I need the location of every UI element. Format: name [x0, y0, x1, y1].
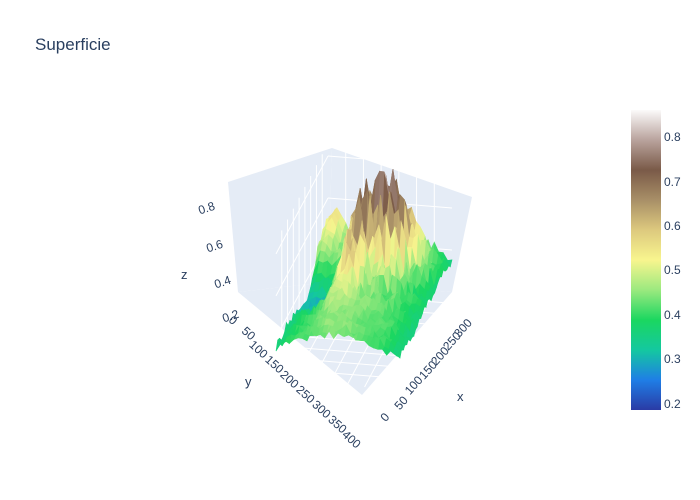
- colorbar-tick: 0.6: [664, 219, 681, 233]
- colorbar-tick: 0.8: [664, 130, 681, 144]
- colorbar-tick: 0.7: [664, 175, 681, 189]
- chart-title: Superficie: [35, 35, 111, 54]
- x-tick: 0: [377, 410, 392, 425]
- surface-patch: [275, 339, 283, 352]
- z-axis-label: z: [181, 267, 188, 282]
- colorbar-tick: 0.3: [664, 352, 681, 366]
- grid-line: [275, 197, 329, 297]
- y-axis-label: y: [245, 374, 252, 389]
- grid-line: [275, 155, 329, 255]
- back-wall-y: [228, 148, 332, 292]
- colorbar-tick: 0.2: [664, 397, 681, 411]
- x-tick: 50: [391, 393, 411, 413]
- surface-mesh[interactable]: [275, 168, 453, 359]
- grid-line: [287, 357, 412, 369]
- colorbar-ticks: 0.2 0.3 0.4 0.5 0.6 0.7 0.8: [664, 130, 681, 411]
- z-tick: 0.6: [204, 237, 225, 256]
- z-tick: 0.4: [212, 273, 233, 292]
- x-axis-label: x: [457, 389, 464, 404]
- colorbar-tick: 0.4: [664, 308, 681, 322]
- grid-line: [281, 368, 406, 380]
- 3d-scene[interactable]: [228, 144, 472, 395]
- colorbar: 0.2 0.3 0.4 0.5 0.6 0.7 0.8: [631, 110, 681, 411]
- colorbar-gradient: [631, 110, 661, 410]
- grid-line: [327, 155, 453, 167]
- z-tick: 0.2: [220, 307, 241, 326]
- z-axis-ticks: 0.8 0.6 0.4 0.2: [196, 199, 241, 326]
- z-tick: 0.8: [196, 199, 217, 218]
- colorbar-tick: 0.5: [664, 263, 681, 277]
